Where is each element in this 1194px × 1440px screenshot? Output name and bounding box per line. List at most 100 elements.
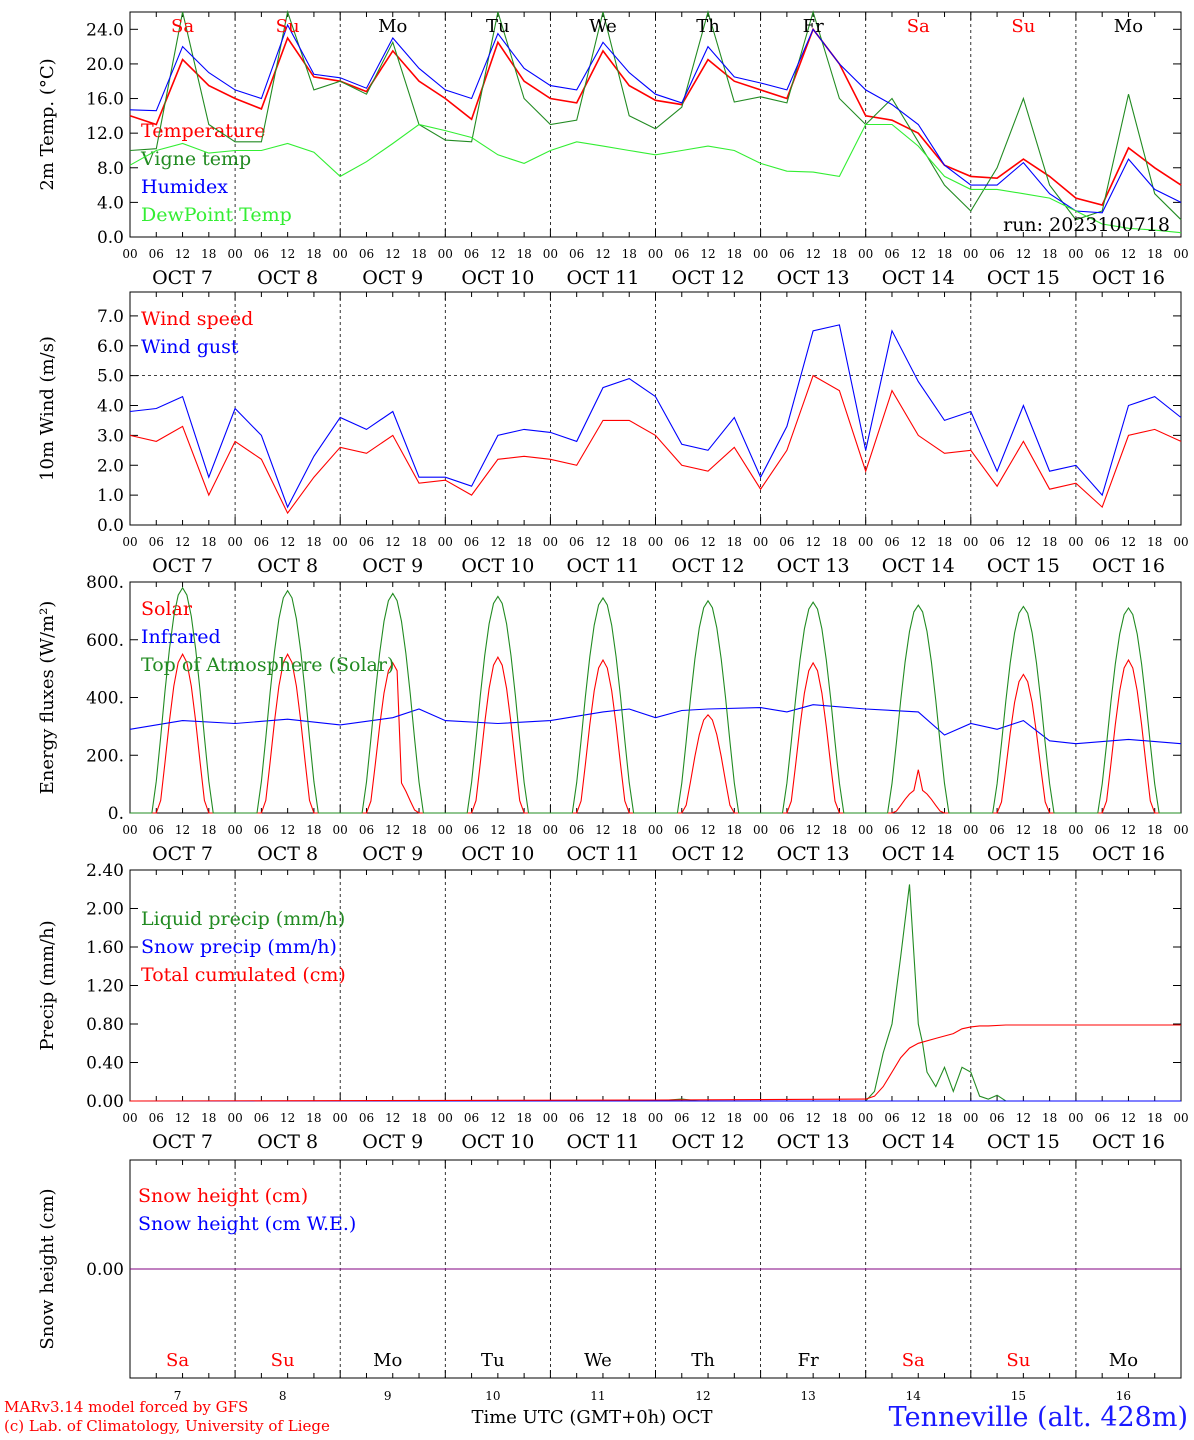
hour-label: 00 (438, 247, 453, 261)
y-tick-label: 0.00 (86, 1092, 124, 1112)
weekday-label: Fr (798, 1350, 819, 1371)
hour-label: 06 (464, 1111, 479, 1125)
hour-label: 12 (595, 1111, 610, 1125)
date-label: OCT 7 (152, 1131, 213, 1153)
series-line-vigne-temp (129, 9, 1182, 221)
hour-label: 18 (306, 1111, 321, 1125)
hour-label: 06 (674, 535, 689, 549)
legend-entry: Vigne temp (140, 148, 251, 170)
hour-label: 12 (280, 247, 295, 261)
hour-label: 00 (1068, 247, 1083, 261)
weekday-label: Mo (1114, 16, 1143, 37)
series-line-total-cumulated-cm- (129, 1024, 1181, 1102)
hour-label: 18 (201, 535, 216, 549)
y-tick-label: 0.80 (86, 1015, 124, 1035)
series-line-top-of-atmosphere-solar- (130, 586, 1181, 814)
date-label: OCT 8 (257, 843, 318, 865)
hour-label: 12 (700, 1111, 715, 1125)
hour-label: 00 (1068, 535, 1083, 549)
date-label: OCT 14 (882, 267, 955, 289)
hour-label: 00 (858, 535, 873, 549)
hour-label: 12 (490, 535, 505, 549)
hour-label: 12 (806, 247, 821, 261)
y-tick-label: 0.0 (97, 228, 124, 248)
date-label: OCT 10 (461, 267, 534, 289)
hour-label: 18 (516, 823, 531, 837)
y-tick-label: 800. (86, 573, 124, 593)
legend-entry: Liquid precip (mm/h) (141, 908, 345, 930)
weekday-label: Su (1006, 1350, 1030, 1371)
day-number-label: 15 (1011, 1389, 1026, 1403)
day-number-label: 16 (1116, 1389, 1131, 1403)
weekday-label: Tu (486, 16, 510, 37)
date-label: OCT 10 (461, 1131, 534, 1153)
date-label: OCT 7 (152, 267, 213, 289)
hour-label: 06 (569, 823, 584, 837)
hour-label: 00 (543, 535, 558, 549)
hour-label: 00 (438, 535, 453, 549)
hour-label: 12 (490, 247, 505, 261)
weekday-label: Sa (171, 16, 194, 37)
hour-label: 00 (858, 823, 873, 837)
legend-entry: Wind speed (141, 308, 253, 330)
weekday-label: Su (276, 16, 300, 37)
legend-entry: Temperature (141, 120, 265, 142)
hour-label: 18 (1147, 823, 1162, 837)
hour-label: 12 (700, 535, 715, 549)
hour-label: 06 (254, 823, 269, 837)
hour-label: 00 (648, 535, 663, 549)
hour-label: 06 (674, 1111, 689, 1125)
series-line-wind-speed (129, 374, 1182, 515)
hour-label: 00 (333, 1111, 348, 1125)
weekday-label: Mo (373, 1350, 402, 1371)
weekday-label: Su (271, 1350, 295, 1371)
y-tick-label: 1.0 (97, 486, 124, 506)
hour-label: 18 (1147, 1111, 1162, 1125)
date-label: OCT 10 (461, 555, 534, 577)
hour-label: 00 (963, 535, 978, 549)
hour-label: 00 (648, 823, 663, 837)
hour-label: 12 (280, 823, 295, 837)
hour-label: 12 (175, 823, 190, 837)
date-label: OCT 7 (152, 843, 213, 865)
date-label: OCT 11 (566, 555, 639, 577)
hour-label: 06 (254, 535, 269, 549)
hour-label: 00 (963, 823, 978, 837)
hour-label: 00 (543, 823, 558, 837)
hour-label: 00 (963, 1111, 978, 1125)
hour-label: 18 (622, 1111, 637, 1125)
series-line-dewpoint-temp (129, 123, 1182, 234)
hour-label: 12 (1121, 823, 1136, 837)
hour-label: 06 (464, 247, 479, 261)
x-axis-label: Time UTC (GMT+0h) OCT (471, 1407, 712, 1428)
hour-label: 12 (806, 535, 821, 549)
weekday-label: We (589, 16, 617, 37)
hour-label: 18 (1042, 1111, 1057, 1125)
date-label: OCT 14 (882, 555, 955, 577)
hour-label: 06 (884, 247, 899, 261)
hour-label: 06 (464, 535, 479, 549)
date-label: OCT 9 (362, 267, 423, 289)
hour-label: 18 (306, 823, 321, 837)
hour-label: 12 (1121, 247, 1136, 261)
weekday-label: Sa (907, 16, 930, 37)
date-label: OCT 12 (672, 267, 745, 289)
hour-label: 00 (438, 823, 453, 837)
hour-label: 06 (1095, 823, 1110, 837)
hour-label: 12 (1016, 247, 1031, 261)
hour-label: 00 (227, 1111, 242, 1125)
hour-label: 12 (595, 823, 610, 837)
hour-label: 06 (674, 823, 689, 837)
hour-label: 00 (753, 535, 768, 549)
y-tick-label: 1.20 (86, 977, 124, 997)
date-label: OCT 16 (1092, 843, 1165, 865)
location-title: Tenneville (alt. 428m) (888, 1402, 1188, 1433)
hour-label: 06 (884, 823, 899, 837)
y-tick-label: 0.00 (86, 1260, 124, 1280)
hour-label: 00 (543, 1111, 558, 1125)
date-label: OCT 9 (362, 555, 423, 577)
hour-label: 00 (227, 823, 242, 837)
hour-label: 18 (516, 247, 531, 261)
hour-label: 00 (227, 535, 242, 549)
hour-label: 12 (911, 823, 926, 837)
